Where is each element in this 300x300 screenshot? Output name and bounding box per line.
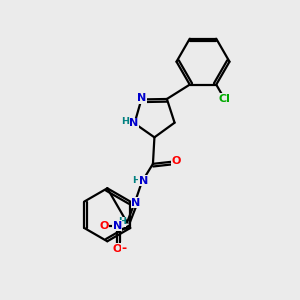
Text: H: H (121, 117, 129, 126)
Text: O: O (172, 157, 181, 166)
Text: O: O (99, 221, 108, 231)
Text: Cl: Cl (218, 94, 230, 103)
Text: O: O (112, 244, 122, 254)
Text: -: - (121, 242, 126, 255)
Text: N: N (139, 176, 148, 186)
Text: N: N (129, 118, 139, 128)
Text: N: N (131, 198, 140, 208)
Text: H: H (118, 217, 126, 226)
Text: N: N (113, 221, 122, 231)
Text: N: N (137, 93, 146, 103)
Text: H: H (133, 176, 140, 185)
